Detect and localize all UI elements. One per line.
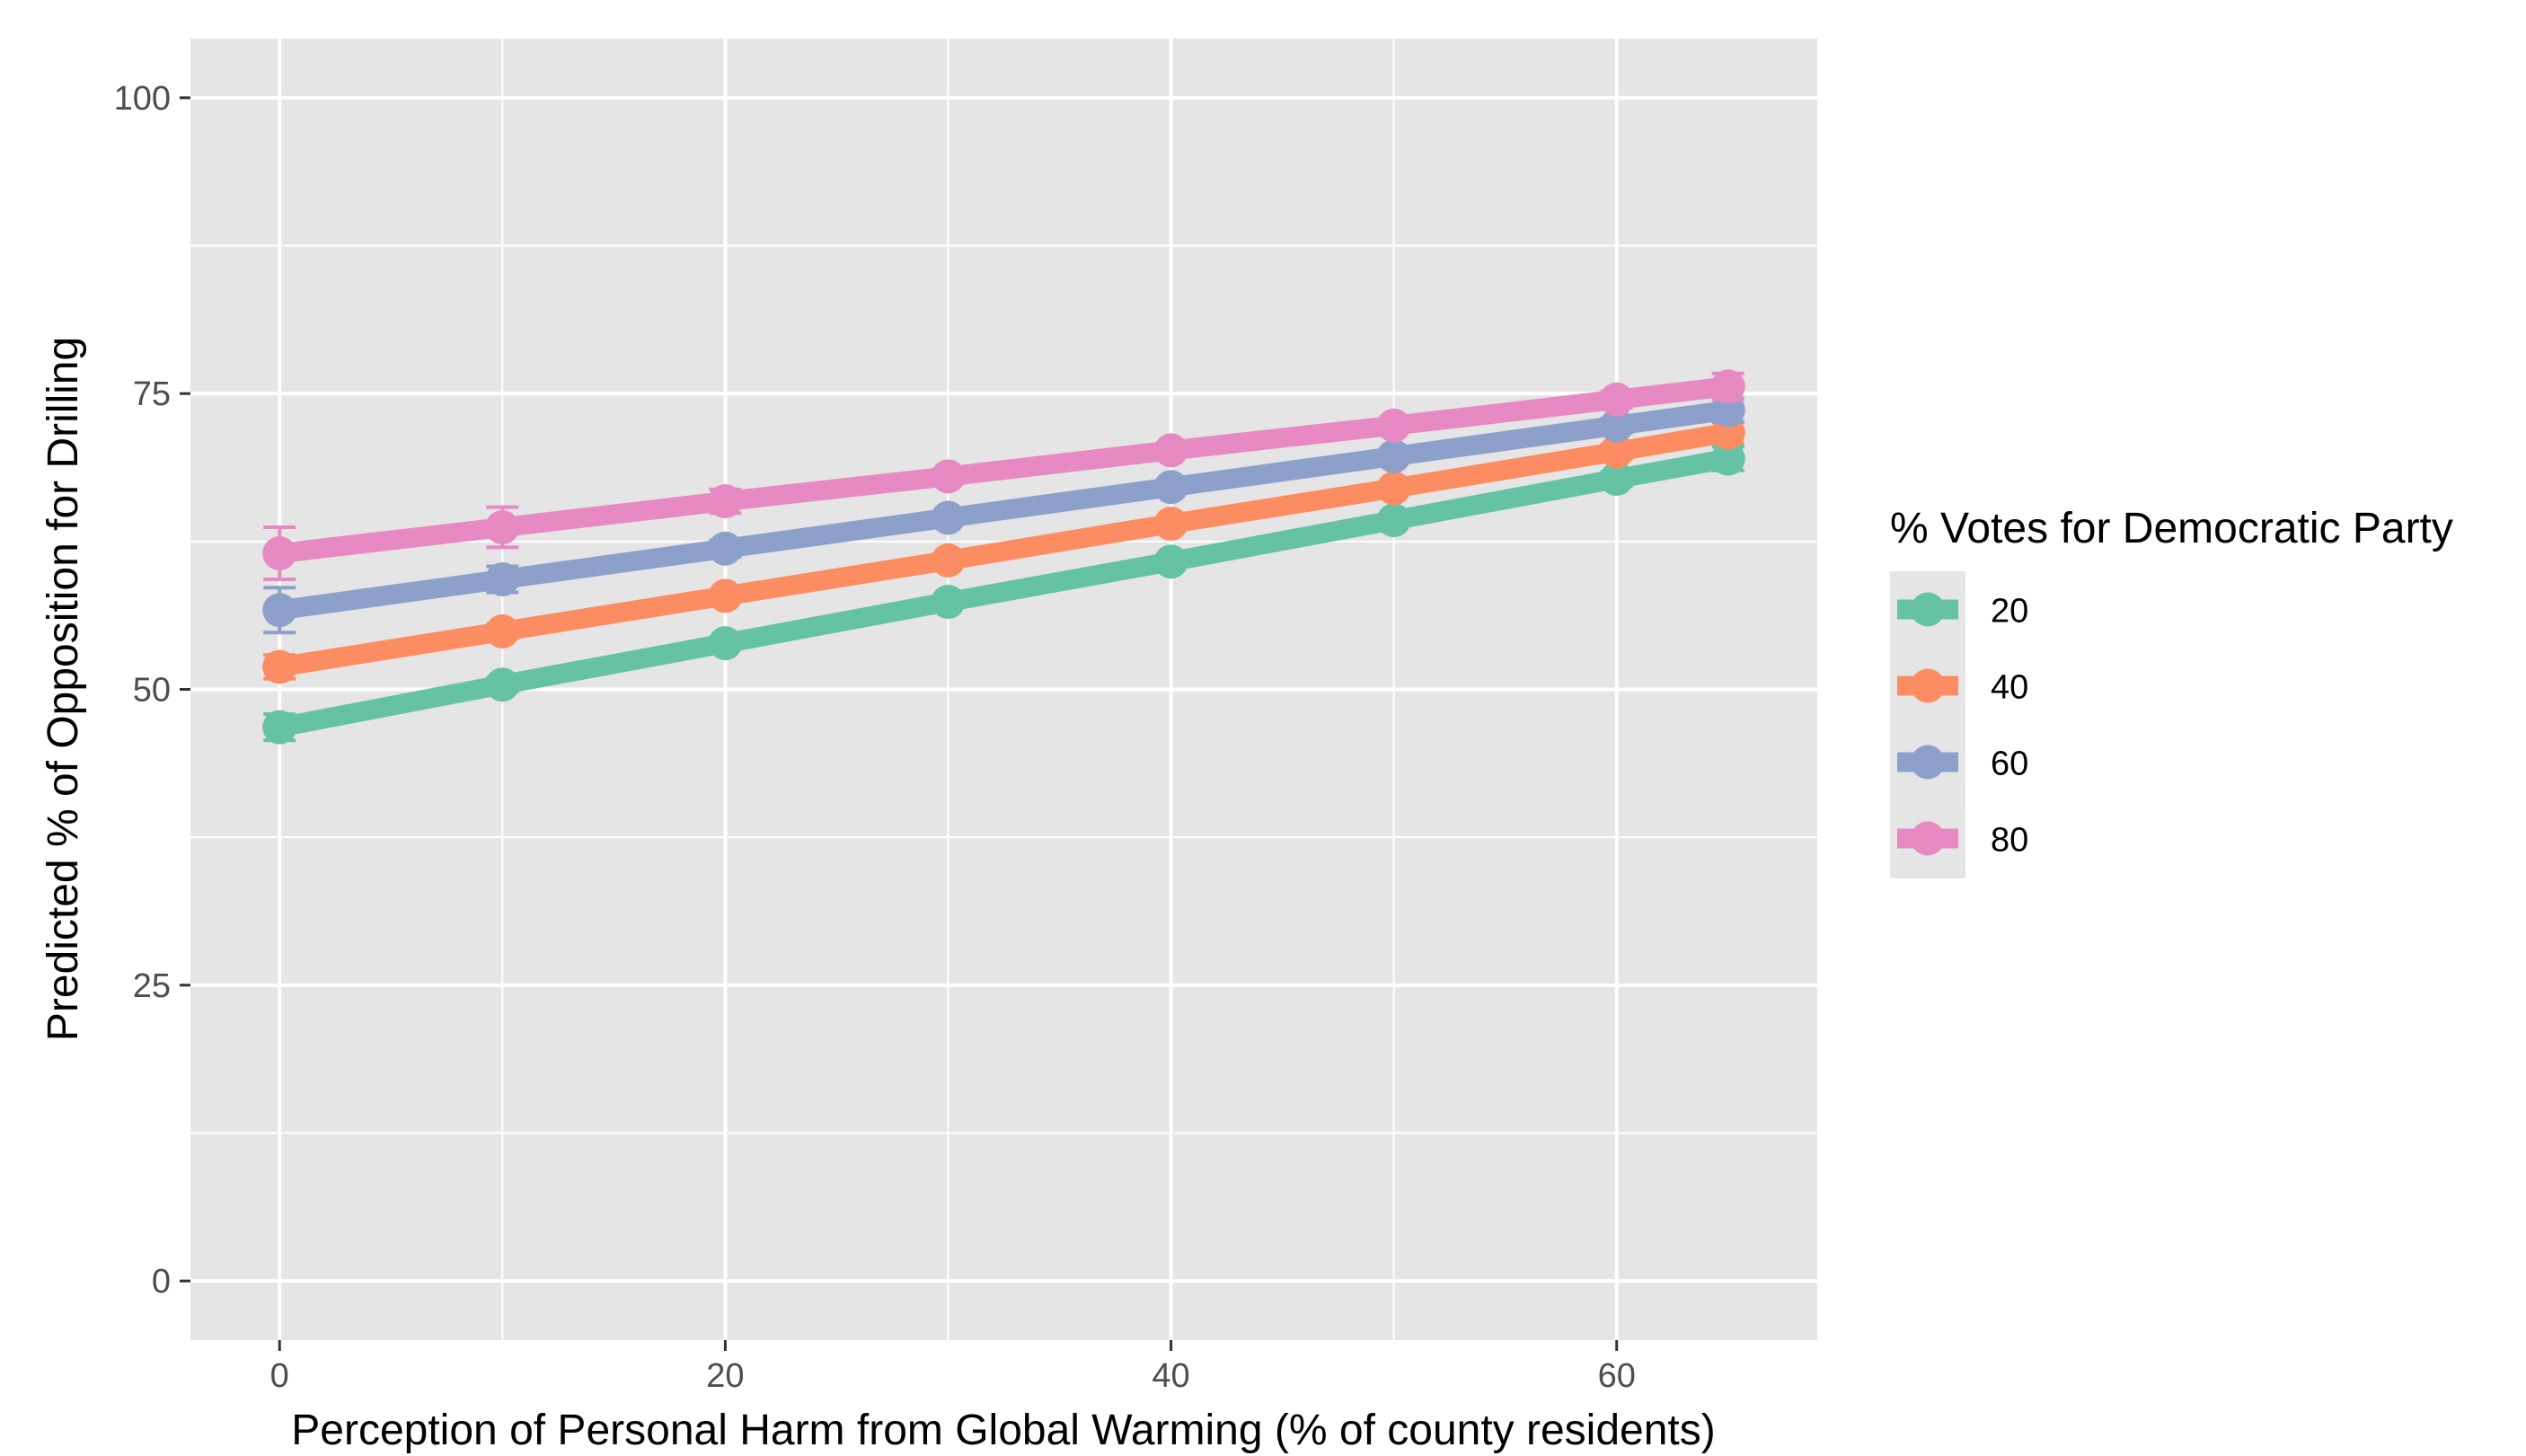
legend-key-point <box>1911 821 1945 856</box>
series-line <box>278 376 1730 563</box>
legend: % Votes for Democratic Party 20 40 60 80 <box>1890 505 2453 878</box>
series-layer <box>262 369 1745 745</box>
data-point <box>931 500 966 535</box>
data-point <box>1599 462 1634 497</box>
data-point <box>262 710 297 745</box>
legend-key-point <box>1911 745 1945 780</box>
legend-label: 60 <box>1991 746 2028 783</box>
y-tick-label: 50 <box>133 672 171 710</box>
x-tick-label: 20 <box>706 1357 744 1395</box>
legend-label: 20 <box>1991 593 2028 631</box>
data-point <box>1376 438 1411 473</box>
legend-key-point <box>1911 592 1945 627</box>
series-60 <box>262 393 1745 635</box>
data-point <box>1153 433 1188 468</box>
y-tick-label: 25 <box>133 967 171 1005</box>
data-point <box>1710 393 1745 428</box>
series-80 <box>262 369 1745 581</box>
data-point <box>708 578 743 613</box>
x-tick-label: 0 <box>270 1357 289 1395</box>
legend-item: 40 <box>1897 668 2028 707</box>
data-point <box>262 536 297 571</box>
data-point <box>708 484 743 519</box>
series-line <box>278 422 1730 677</box>
data-point <box>262 593 297 628</box>
data-point <box>1153 507 1188 542</box>
x-tick-label: 40 <box>1152 1357 1189 1395</box>
x-axis-title: Perception of Personal Harm from Global … <box>291 1407 1716 1454</box>
data-point <box>485 667 520 702</box>
data-point <box>1599 382 1634 417</box>
data-point <box>1376 471 1411 506</box>
x-tick-label: 60 <box>1598 1357 1636 1395</box>
data-point <box>1599 434 1634 469</box>
y-tick-label: 75 <box>133 375 171 413</box>
y-tick-label: 0 <box>152 1263 171 1301</box>
data-point <box>1710 441 1745 476</box>
legend-label: 80 <box>1991 822 2028 860</box>
series-line <box>278 400 1730 621</box>
series-40 <box>262 415 1745 684</box>
data-point <box>1710 369 1745 404</box>
series-line <box>278 448 1730 737</box>
data-point <box>1376 503 1411 538</box>
data-point <box>931 459 966 494</box>
data-point <box>708 531 743 566</box>
legend-label: 40 <box>1991 669 2028 707</box>
data-point <box>708 626 743 661</box>
series-20 <box>262 441 1745 745</box>
y-tick-label: 100 <box>114 80 171 118</box>
data-point <box>931 543 966 578</box>
data-point <box>485 510 520 545</box>
data-point <box>1153 470 1188 505</box>
data-point <box>931 585 966 620</box>
data-point <box>1376 408 1411 443</box>
axis-layer: 0 25 50 75 100 0 20 40 60 <box>114 80 1636 1395</box>
legend-key-point <box>1911 668 1945 703</box>
data-point <box>485 613 520 649</box>
legend-item: 20 <box>1897 592 2028 631</box>
data-point <box>485 561 520 596</box>
legend-item: 80 <box>1897 821 2028 860</box>
data-point <box>1599 408 1634 443</box>
data-point <box>1153 544 1188 579</box>
legend-title: % Votes for Democratic Party <box>1890 505 2453 552</box>
y-axis-title: Predicted % of Opposition for Drilling <box>40 337 87 1041</box>
legend-items: 20 40 60 80 <box>1897 592 2028 860</box>
legend-item: 60 <box>1897 745 2028 783</box>
data-point <box>262 649 297 684</box>
